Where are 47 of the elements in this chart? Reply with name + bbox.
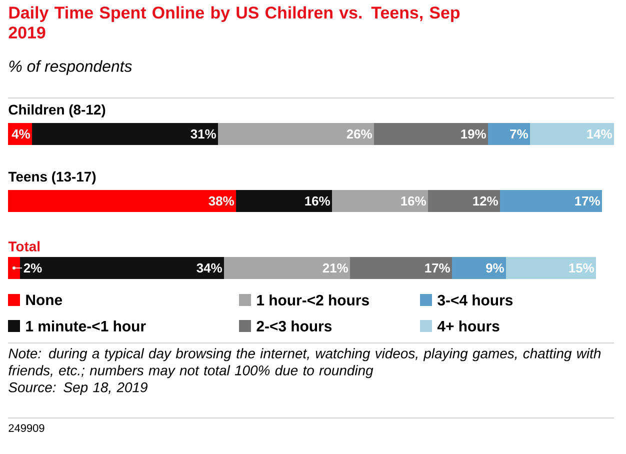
text: Note: during a typical day browsing the internet, watching videos, playing games, chatting with friends, etc.; numbers may not total 100% due to rounding [8,348,601,378]
data-label: 12% [473,196,498,206]
data-label: 19% [461,129,486,139]
data-label: 14% [587,129,612,139]
bar [452,256,506,280]
data-label: 21% [322,263,348,273]
y-tick-label: Total [8,241,40,252]
chart-subtitle: % of respondents [9,60,132,76]
bar [530,122,614,146]
data-label: 38% [208,196,234,206]
data-label: 17% [575,196,600,206]
data-label: 9% [486,263,504,273]
bar [224,256,350,280]
bar [218,122,374,146]
y-tick-label: Teens (13-17) [8,171,96,184]
bar [506,256,596,280]
data-label: 7% [510,129,528,139]
bar [374,122,488,146]
data-label: 16% [305,196,330,206]
bar [8,256,20,280]
data-label: 31% [190,129,216,139]
legend-label: None [26,294,62,306]
y-tick-label: Children (8-12) [8,104,106,118]
bar [350,256,452,280]
legend-label: 2-<3 hours [256,320,332,332]
data-label: 16% [401,196,426,206]
bar [32,122,218,146]
data-label: 15% [569,263,594,273]
legend-label: 4+ hours [437,320,500,332]
bar [428,190,500,212]
bar [500,190,602,212]
data-label: 4% [12,129,30,139]
bar [8,190,236,212]
text: 249909 [8,424,44,432]
bar [332,190,428,212]
data-label: 34% [196,263,222,273]
data-label: 17% [425,263,450,273]
bar [236,190,332,212]
legend-label: 1 hour-<2 hours [257,294,369,306]
legend-label: 1 minute-<1 hour [26,320,146,332]
data-label: 2% [24,263,42,273]
chart-title: Daily Time Spent Online by US Children vs. Teens, Sep 2019 [8,6,460,39]
bar [488,122,530,146]
source-note: Source: Sep 18, 2019 [8,382,148,396]
bar [20,256,224,280]
legend-label: 3-<4 hours [438,294,513,306]
data-label: 26% [346,129,372,139]
